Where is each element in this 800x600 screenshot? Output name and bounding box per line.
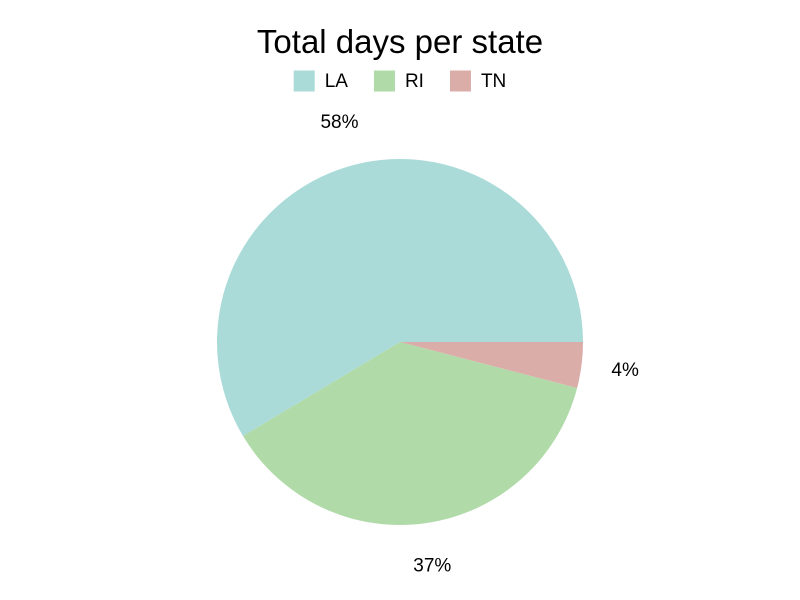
- legend-swatch-la: [293, 70, 315, 92]
- legend-label-tn: TN: [481, 71, 506, 92]
- pie-label-ri: 37%: [413, 556, 451, 577]
- legend-item-ri: RI: [373, 70, 424, 92]
- pie-percent-labels: 58% 37% 4%: [320, 112, 639, 576]
- legend-label-ri: RI: [405, 71, 424, 92]
- pie-slice-la: [216, 158, 583, 436]
- legend: LA RI TN: [293, 70, 506, 92]
- pie-slices: [216, 158, 583, 525]
- pie-slice-ri: [242, 342, 578, 525]
- legend-label-la: LA: [325, 71, 349, 92]
- legend-swatch-ri: [373, 70, 395, 92]
- pie-label-la: 58%: [320, 112, 358, 133]
- legend-item-la: LA: [293, 70, 349, 92]
- pie-label-tn: 4%: [611, 360, 639, 381]
- legend-item-tn: TN: [449, 70, 506, 92]
- pie-slice-tn: [400, 342, 583, 388]
- chart-title: Total days per state: [257, 23, 543, 60]
- legend-swatch-tn: [449, 70, 471, 92]
